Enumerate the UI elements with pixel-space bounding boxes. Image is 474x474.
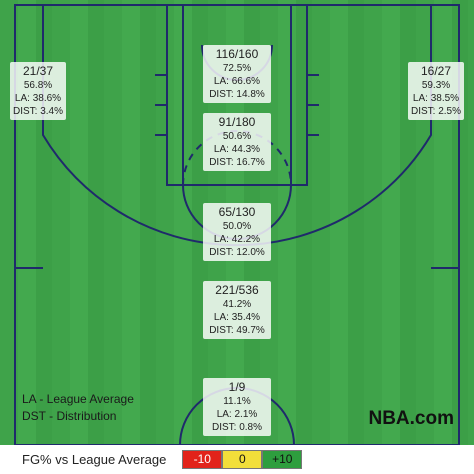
- zone-la: LA: 66.6%: [213, 76, 261, 87]
- zone-dist: DIST: 49.7%: [209, 325, 265, 336]
- zone-dist: DIST: 14.8%: [209, 89, 265, 100]
- zone-box: 221/536 41.2% LA: 35.4% DIST: 49.7%: [203, 281, 271, 339]
- legend-note: LA - League Average: [22, 392, 134, 406]
- scale-title: FG% vs League Average: [22, 452, 167, 467]
- scale-step: +10: [262, 450, 303, 469]
- zone-shots: 1/9: [228, 380, 246, 394]
- zone-fg: 56.8%: [23, 80, 53, 91]
- zone-fg: 50.0%: [222, 221, 252, 232]
- zone-shots: 65/130: [218, 205, 256, 219]
- zone-fg: 59.3%: [421, 80, 451, 91]
- legend-note: DST - Distribution: [22, 409, 117, 423]
- zone-box: 65/130 50.0% LA: 42.2% DIST: 12.0%: [203, 203, 271, 261]
- zone-dist: DIST: 16.7%: [209, 157, 265, 168]
- zone-shots: 221/536: [215, 283, 259, 297]
- zone-la: LA: 35.4%: [213, 312, 261, 323]
- zone-fg: 50.6%: [222, 131, 252, 142]
- zone-dist: DIST: 12.0%: [209, 247, 265, 258]
- zone-fg: 11.1%: [223, 396, 251, 407]
- zone-la: LA: 42.2%: [213, 234, 261, 245]
- zone-shots: 16/27: [420, 64, 452, 78]
- zone-fg: 72.5%: [222, 63, 252, 74]
- scale-step: -10: [182, 450, 223, 469]
- scale-legend: FG% vs League Average -10 0 +10: [0, 445, 474, 474]
- zone-box: 21/37 56.8% LA: 38.6% DIST: 3.4%: [10, 62, 66, 120]
- zone-box: 1/9 11.1% LA: 2.1% DIST: 0.8%: [203, 378, 271, 436]
- zone-box: 91/180 50.6% LA: 44.3% DIST: 16.7%: [203, 113, 271, 171]
- zone-la: LA: 44.3%: [213, 144, 261, 155]
- zone-shots: 91/180: [218, 115, 256, 129]
- zone-la: LA: 2.1%: [216, 409, 258, 420]
- zone-shots: 116/160: [215, 47, 259, 61]
- brand: NBA.com: [368, 408, 454, 429]
- zone-dist: DIST: 2.5%: [410, 106, 462, 117]
- zone-shots: 21/37: [22, 64, 54, 78]
- zone-box: 16/27 59.3% LA: 38.5% DIST: 2.5%: [408, 62, 464, 120]
- zone-la: LA: 38.6%: [14, 93, 62, 104]
- scale-step: 0: [222, 450, 263, 469]
- zone-dist: DIST: 3.4%: [12, 106, 64, 117]
- zone-la: LA: 38.5%: [412, 93, 460, 104]
- zone-box: 116/160 72.5% LA: 66.6% DIST: 14.8%: [203, 45, 271, 103]
- zone-fg: 41.2%: [222, 299, 252, 310]
- zone-dist: DIST: 0.8%: [211, 422, 263, 433]
